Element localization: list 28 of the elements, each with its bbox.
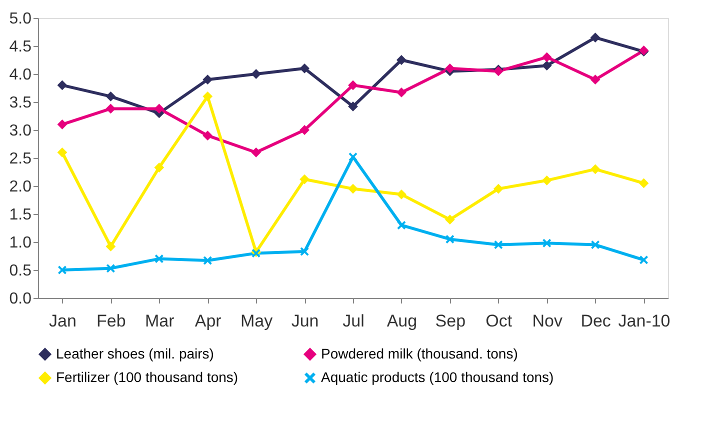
y-tick-label: 4.0 — [9, 66, 32, 84]
x-tick-label: Mar — [145, 312, 175, 330]
x-tick-label: Aug — [386, 312, 418, 330]
x-tick-label: Oct — [486, 312, 512, 330]
x-tick-label: Jun — [291, 312, 319, 330]
x-tick-label: Dec — [580, 312, 612, 330]
y-tick-label: 0.5 — [9, 262, 32, 280]
y-tick-label: 1.0 — [9, 234, 32, 252]
x-tick-label: Feb — [96, 312, 126, 330]
x-tick-label: Jul — [342, 312, 364, 330]
y-tick-label: 2.5 — [9, 150, 32, 168]
x-tick-label: Sep — [435, 312, 466, 330]
x-tick-label: Apr — [194, 312, 222, 330]
y-tick-label: 3.0 — [9, 122, 32, 140]
x-tick-label: Jan-10 — [618, 312, 670, 330]
x-tick-label: Nov — [532, 312, 563, 330]
y-tick-label: 4.5 — [9, 38, 32, 56]
legend-label: Aquatic products (100 thousand tons) — [321, 369, 554, 385]
y-tick-label: 0.0 — [9, 290, 32, 308]
legend-label: Fertilizer (100 thousand tons) — [56, 369, 238, 385]
y-tick-label: 5.0 — [9, 10, 32, 28]
y-tick-label: 1.5 — [9, 206, 32, 224]
x-tick-label: May — [240, 312, 274, 330]
y-tick-label: 2.0 — [9, 178, 32, 196]
x-tick-label: Jan — [49, 312, 76, 330]
legend-label: Leather shoes (mil. pairs) — [56, 345, 214, 362]
legend-label: Powdered milk (thousand. tons) — [321, 345, 518, 362]
y-tick-label: 3.5 — [9, 94, 32, 112]
